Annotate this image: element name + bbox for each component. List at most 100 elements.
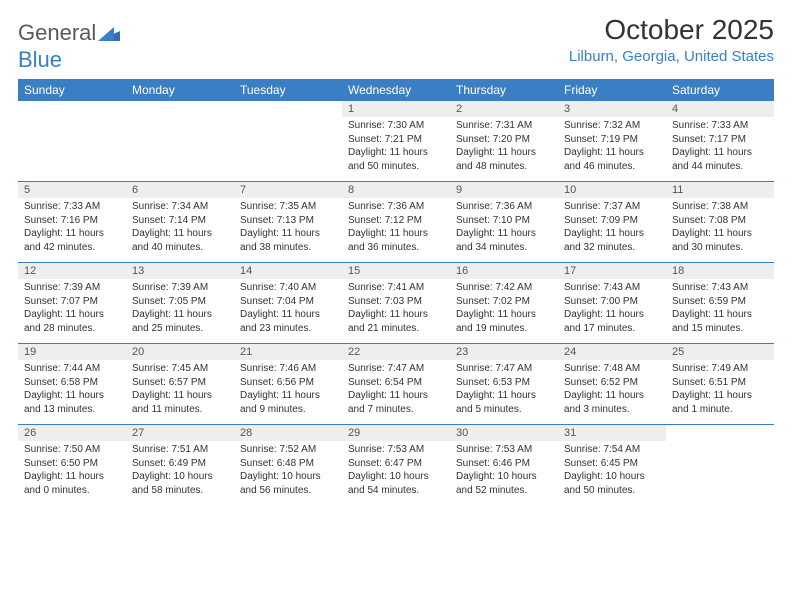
sunrise-text: Sunrise: 7:47 AM (456, 362, 552, 376)
day-number: 31 (564, 427, 576, 439)
dow-monday: Monday (126, 79, 234, 101)
sunrise-text: Sunrise: 7:31 AM (456, 119, 552, 133)
daylight-text: Daylight: 11 hours (348, 308, 444, 322)
day-number-cell (666, 425, 774, 441)
daylight-text: Daylight: 10 hours (348, 470, 444, 484)
dow-friday: Friday (558, 79, 666, 101)
day-number-cell (126, 101, 234, 117)
day-number-cell: 18 (666, 263, 774, 279)
sunrise-text: Sunrise: 7:30 AM (348, 119, 444, 133)
sunset-text: Sunset: 7:12 PM (348, 214, 444, 228)
day-number-cell: 4 (666, 101, 774, 117)
day-number: 23 (456, 346, 468, 358)
daylight-text: and 50 minutes. (564, 484, 660, 498)
day-detail-cell: Sunrise: 7:36 AMSunset: 7:10 PMDaylight:… (450, 198, 558, 263)
day-detail-cell: Sunrise: 7:36 AMSunset: 7:12 PMDaylight:… (342, 198, 450, 263)
sunset-text: Sunset: 6:49 PM (132, 457, 228, 471)
day-number: 25 (672, 346, 684, 358)
day-number-cell: 6 (126, 182, 234, 198)
sunrise-text: Sunrise: 7:36 AM (348, 200, 444, 214)
daylight-text: Daylight: 11 hours (348, 389, 444, 403)
daylight-text: Daylight: 11 hours (564, 308, 660, 322)
sunrise-text: Sunrise: 7:38 AM (672, 200, 768, 214)
brand-part2: Blue (18, 47, 62, 72)
sunset-text: Sunset: 6:53 PM (456, 376, 552, 390)
dow-wednesday: Wednesday (342, 79, 450, 101)
day-number: 27 (132, 427, 144, 439)
sunset-text: Sunset: 6:45 PM (564, 457, 660, 471)
sunset-text: Sunset: 7:02 PM (456, 295, 552, 309)
daylight-text: Daylight: 10 hours (456, 470, 552, 484)
day-number-cell: 8 (342, 182, 450, 198)
day-detail-cell: Sunrise: 7:43 AMSunset: 7:00 PMDaylight:… (558, 279, 666, 344)
sunset-text: Sunset: 7:05 PM (132, 295, 228, 309)
daynum-row: 19 20 21 22 23 24 25 (18, 344, 774, 360)
day-number: 10 (564, 184, 576, 196)
day-number: 13 (132, 265, 144, 277)
detail-row: Sunrise: 7:50 AMSunset: 6:50 PMDaylight:… (18, 441, 774, 505)
sunset-text: Sunset: 7:04 PM (240, 295, 336, 309)
sunrise-text: Sunrise: 7:43 AM (672, 281, 768, 295)
daylight-text: Daylight: 11 hours (456, 146, 552, 160)
daylight-text: and 48 minutes. (456, 160, 552, 174)
sunset-text: Sunset: 6:46 PM (456, 457, 552, 471)
day-number-cell: 19 (18, 344, 126, 360)
calendar-page: General Blue October 2025 Lilburn, Georg… (0, 0, 792, 515)
sunrise-text: Sunrise: 7:46 AM (240, 362, 336, 376)
daylight-text: and 50 minutes. (348, 160, 444, 174)
day-detail-cell (18, 117, 126, 182)
day-number: 16 (456, 265, 468, 277)
sunrise-text: Sunrise: 7:40 AM (240, 281, 336, 295)
day-number: 1 (348, 103, 354, 115)
day-detail-cell: Sunrise: 7:31 AMSunset: 7:20 PMDaylight:… (450, 117, 558, 182)
day-number: 30 (456, 427, 468, 439)
day-number-cell: 21 (234, 344, 342, 360)
sunrise-text: Sunrise: 7:36 AM (456, 200, 552, 214)
day-number-cell: 1 (342, 101, 450, 117)
brand-text: General Blue (18, 20, 120, 73)
daylight-text: Daylight: 11 hours (132, 389, 228, 403)
header: General Blue October 2025 Lilburn, Georg… (18, 14, 774, 73)
daylight-text: and 46 minutes. (564, 160, 660, 174)
day-number-cell: 10 (558, 182, 666, 198)
day-detail-cell: Sunrise: 7:53 AMSunset: 6:47 PMDaylight:… (342, 441, 450, 505)
day-number: 9 (456, 184, 462, 196)
day-detail-cell: Sunrise: 7:42 AMSunset: 7:02 PMDaylight:… (450, 279, 558, 344)
sunrise-text: Sunrise: 7:39 AM (132, 281, 228, 295)
sunset-text: Sunset: 7:13 PM (240, 214, 336, 228)
daylight-text: Daylight: 11 hours (456, 308, 552, 322)
sunrise-text: Sunrise: 7:45 AM (132, 362, 228, 376)
daylight-text: and 58 minutes. (132, 484, 228, 498)
day-number: 26 (24, 427, 36, 439)
sunrise-text: Sunrise: 7:35 AM (240, 200, 336, 214)
day-number-cell (234, 101, 342, 117)
daylight-text: and 36 minutes. (348, 241, 444, 255)
daylight-text: and 3 minutes. (564, 403, 660, 417)
day-number: 8 (348, 184, 354, 196)
detail-row: Sunrise: 7:44 AMSunset: 6:58 PMDaylight:… (18, 360, 774, 425)
daylight-text: Daylight: 11 hours (24, 308, 120, 322)
daynum-row: 567891011 (18, 182, 774, 198)
day-number-cell: 25 (666, 344, 774, 360)
dow-tuesday: Tuesday (234, 79, 342, 101)
daylight-text: and 13 minutes. (24, 403, 120, 417)
day-number: 3 (564, 103, 570, 115)
daylight-text: Daylight: 11 hours (456, 227, 552, 241)
day-number-cell: 2 (450, 101, 558, 117)
day-number: 19 (24, 346, 36, 358)
day-number: 24 (564, 346, 576, 358)
sunrise-text: Sunrise: 7:47 AM (348, 362, 444, 376)
day-number: 20 (132, 346, 144, 358)
day-detail-cell: Sunrise: 7:53 AMSunset: 6:46 PMDaylight:… (450, 441, 558, 505)
sunset-text: Sunset: 6:54 PM (348, 376, 444, 390)
day-detail-cell: Sunrise: 7:43 AMSunset: 6:59 PMDaylight:… (666, 279, 774, 344)
daylight-text: and 34 minutes. (456, 241, 552, 255)
daylight-text: Daylight: 11 hours (132, 308, 228, 322)
sunrise-text: Sunrise: 7:44 AM (24, 362, 120, 376)
sunset-text: Sunset: 7:20 PM (456, 133, 552, 147)
sunrise-text: Sunrise: 7:34 AM (132, 200, 228, 214)
daylight-text: and 28 minutes. (24, 322, 120, 336)
day-number: 22 (348, 346, 360, 358)
day-detail-cell: Sunrise: 7:51 AMSunset: 6:49 PMDaylight:… (126, 441, 234, 505)
day-detail-cell: Sunrise: 7:52 AMSunset: 6:48 PMDaylight:… (234, 441, 342, 505)
